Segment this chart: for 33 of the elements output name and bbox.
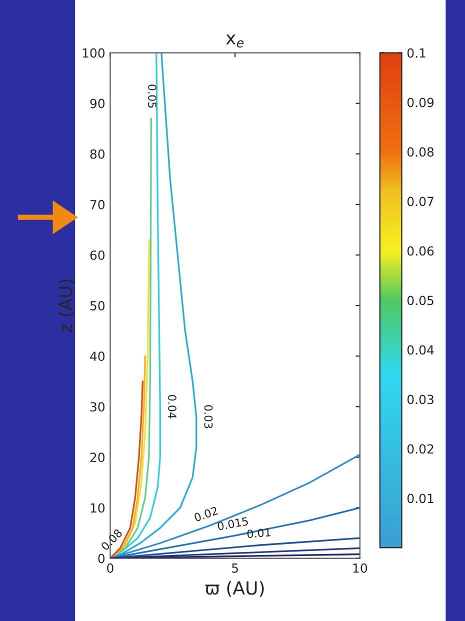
y-tick-label: 80	[90, 149, 105, 159]
y-axis-title: z (AU)	[58, 280, 75, 332]
color-bar-label: 0.02	[407, 444, 434, 454]
y-tick-label: 0	[98, 554, 105, 564]
annotation: 0.01	[247, 528, 271, 538]
y-tick-label: 90	[90, 98, 105, 108]
x-axis-title: ϖ (AU)	[205, 580, 264, 597]
x-tick-label: 5	[232, 564, 238, 573]
annotation: 0.04	[168, 394, 176, 418]
y-tick-label: 100	[82, 48, 105, 58]
color-bar-label: 0.1	[407, 48, 426, 58]
y-tick-label: 40	[90, 352, 105, 362]
annotation: 0.05	[148, 84, 156, 108]
annotation: 0.015	[217, 516, 248, 530]
y-tick-label: 10	[90, 503, 105, 513]
y-tick-label: 30	[90, 402, 105, 412]
color-bar-label: 0.06	[407, 246, 434, 256]
chart-title: x$_{e}$	[226, 34, 244, 48]
color-bar-label: 0.01	[407, 494, 434, 504]
color-bar-label: 0.04	[407, 345, 434, 355]
y-tick-label: 50	[90, 301, 105, 310]
y-tick-label: 20	[90, 452, 105, 462]
y-tick-label: 60	[90, 250, 105, 260]
color-bar-label: 0.07	[407, 196, 434, 206]
x-tick-label: 10	[353, 563, 368, 573]
color-bar-label: 0.08	[407, 147, 434, 157]
color-bar-label: 0.09	[407, 98, 434, 108]
annotation: 0.02	[194, 506, 218, 522]
color-bar-label: 0.03	[407, 394, 434, 404]
x-tick-label: 0	[107, 563, 114, 573]
color-bar-label: 0.05	[407, 296, 434, 306]
y-tick-label: 70	[90, 200, 105, 210]
annotation: 0.03	[204, 405, 213, 428]
